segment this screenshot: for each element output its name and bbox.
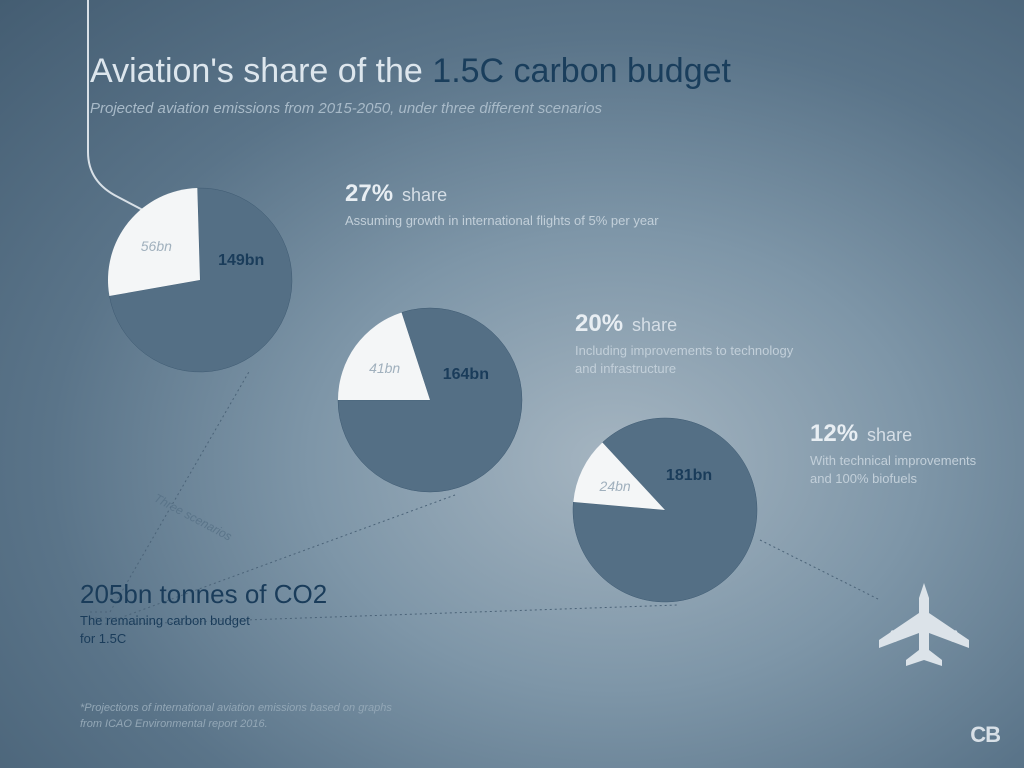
budget-unit: tonnes of CO2 xyxy=(152,579,327,609)
share-block-3: 12% share With technical improvementsand … xyxy=(810,420,976,488)
budget-amount: 205bn xyxy=(80,579,152,609)
share-block-1: 27% share Assuming growth in internationa… xyxy=(345,180,659,230)
budget-desc: The remaining carbon budgetfor 1.5C xyxy=(80,612,327,648)
share-pct: 27% xyxy=(345,180,393,207)
share-desc: Assuming growth in international flights… xyxy=(345,212,659,230)
share-desc: With technical improvementsand 100% biof… xyxy=(810,452,976,488)
airplane-icon xyxy=(864,578,984,668)
budget-block: 205bn tonnes of CO2 The remaining carbon… xyxy=(80,579,327,648)
share-block-2: 20% share Including improvements to techn… xyxy=(575,310,793,378)
share-desc: Including improvements to technologyand … xyxy=(575,342,793,378)
share-pct: 12% xyxy=(810,420,858,447)
pie-remaining-label: 181bn xyxy=(666,467,712,485)
share-pct: 20% xyxy=(575,310,623,337)
share-word: share xyxy=(397,185,447,205)
share-word: share xyxy=(627,315,677,335)
pie-remaining-label: 164bn xyxy=(443,366,489,384)
pie-aviation-label: 41bn xyxy=(369,360,400,376)
logo: CB xyxy=(970,722,1000,748)
footnote: *Projections of international aviation e… xyxy=(80,701,392,732)
pie-remaining-label: 149bn xyxy=(218,252,264,270)
pie-aviation-label: 24bn xyxy=(600,478,631,494)
share-word: share xyxy=(862,425,912,445)
pie-aviation-label: 56bn xyxy=(141,238,172,254)
